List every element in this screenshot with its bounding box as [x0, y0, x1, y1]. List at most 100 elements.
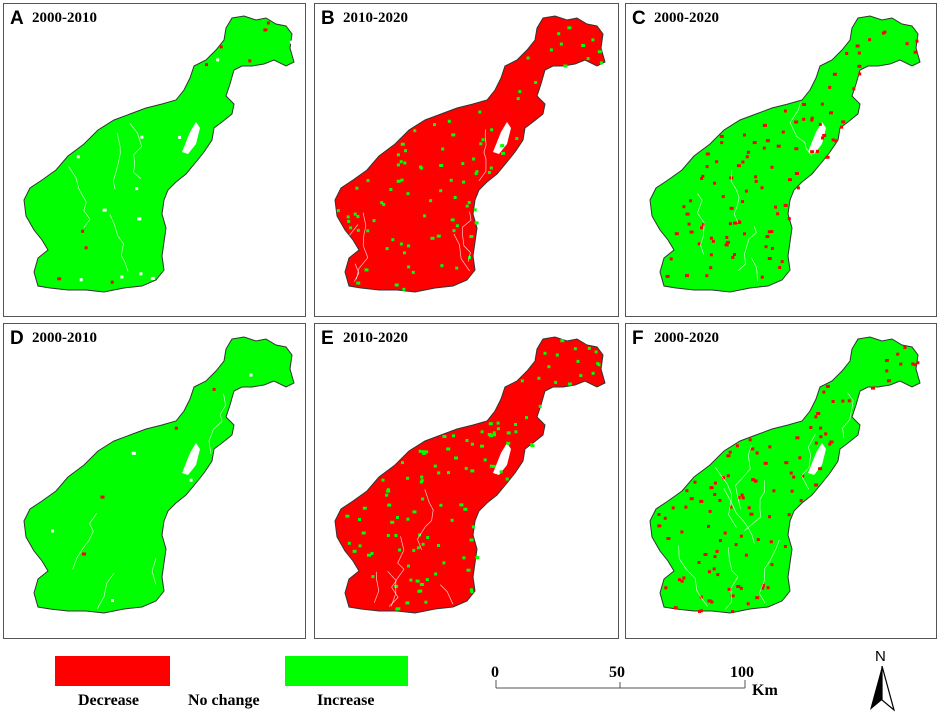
change-pixel	[829, 111, 833, 115]
change-pixel	[762, 146, 766, 150]
change-pixel	[382, 203, 386, 206]
change-pixel	[677, 578, 681, 582]
change-pixel	[709, 486, 714, 490]
stream-line	[109, 214, 129, 272]
panel-period: 2000-2020	[654, 10, 719, 26]
change-pixel	[487, 171, 491, 174]
change-pixel	[737, 496, 741, 500]
map-panel-d: D 2000-2010	[3, 323, 306, 639]
change-pixel	[799, 499, 803, 503]
change-pixel	[819, 426, 823, 430]
change-pixel	[347, 219, 351, 223]
change-pixel	[475, 556, 480, 560]
change-pixel	[555, 353, 559, 357]
change-pixel	[885, 369, 889, 373]
stream-line	[730, 170, 740, 223]
change-pixel	[591, 371, 595, 375]
change-pixel	[913, 50, 918, 54]
change-pixel	[666, 537, 671, 540]
change-pixel	[386, 534, 390, 537]
change-pixel	[828, 442, 832, 446]
change-pixel	[707, 524, 710, 528]
change-pixel	[727, 587, 732, 591]
change-pixel	[489, 166, 493, 170]
panel-period: 2010-2020	[343, 10, 408, 26]
panel-letter: A	[10, 8, 24, 29]
change-pixel	[248, 59, 252, 63]
change-pixel	[413, 129, 417, 133]
change-pixel	[434, 572, 438, 576]
legend-label-decrease: Decrease	[78, 692, 139, 709]
change-pixel	[205, 63, 208, 67]
change-pixel	[712, 567, 716, 571]
change-pixel	[416, 546, 420, 550]
change-pixel	[719, 134, 724, 138]
change-pixel	[765, 235, 770, 239]
change-pixel	[440, 264, 444, 268]
change-pixel	[684, 505, 688, 509]
change-pixel	[189, 478, 193, 482]
change-pixel	[412, 510, 417, 514]
stream-line	[390, 536, 405, 607]
change-pixel	[682, 576, 686, 580]
change-pixel	[576, 359, 580, 363]
change-pixel	[473, 208, 477, 212]
change-pixel	[447, 471, 450, 475]
change-pixel	[501, 151, 506, 155]
change-pixel	[713, 181, 717, 185]
change-pixel	[415, 579, 420, 583]
change-pixel	[761, 586, 765, 590]
change-pixel	[744, 553, 748, 557]
watershed-area	[23, 336, 295, 614]
stream-line	[129, 122, 143, 179]
change-pixel	[467, 201, 471, 204]
change-pixel	[809, 426, 813, 429]
change-pixel	[840, 125, 844, 129]
stream-line	[735, 445, 752, 509]
change-pixel	[886, 379, 891, 383]
watershed-area	[649, 15, 921, 293]
change-pixel	[478, 110, 482, 114]
change-pixel	[488, 422, 493, 426]
stream-line	[349, 224, 359, 236]
change-pixel	[597, 50, 602, 54]
map-panel-a: A 2000-2010	[3, 3, 306, 317]
change-pixel	[896, 352, 900, 356]
change-pixel	[489, 464, 493, 468]
change-pixel	[774, 205, 778, 209]
change-pixel	[469, 235, 474, 238]
scale-tick-50: 50	[609, 664, 625, 681]
stream-line	[462, 211, 472, 262]
change-pixel	[345, 514, 350, 518]
change-pixel	[725, 235, 729, 239]
change-pixel	[731, 255, 735, 259]
change-pixel	[442, 435, 447, 438]
change-pixel	[452, 229, 456, 233]
change-pixel	[385, 247, 389, 251]
change-pixel	[599, 61, 603, 65]
change-pixel	[709, 236, 713, 240]
change-pixel	[358, 544, 362, 548]
change-pixel	[739, 586, 743, 590]
change-pixel	[716, 573, 720, 577]
stream-line	[112, 132, 121, 190]
change-pixel	[380, 201, 384, 205]
change-pixel	[815, 149, 819, 153]
change-pixel	[447, 119, 451, 123]
change-pixel	[465, 439, 469, 442]
change-pixel	[783, 109, 787, 113]
stream-line	[744, 480, 766, 531]
stream-line	[801, 434, 816, 490]
change-pixel	[84, 246, 88, 250]
change-pixel	[820, 102, 824, 106]
change-pixel	[469, 538, 474, 542]
change-pixel	[423, 214, 427, 218]
change-pixel	[462, 180, 466, 184]
change-pixel	[403, 251, 406, 255]
change-pixel	[713, 555, 717, 559]
change-pixel	[689, 199, 693, 203]
change-pixel	[715, 160, 719, 164]
change-pixel	[135, 187, 139, 191]
change-pixel	[581, 44, 586, 47]
change-pixel	[769, 540, 773, 544]
